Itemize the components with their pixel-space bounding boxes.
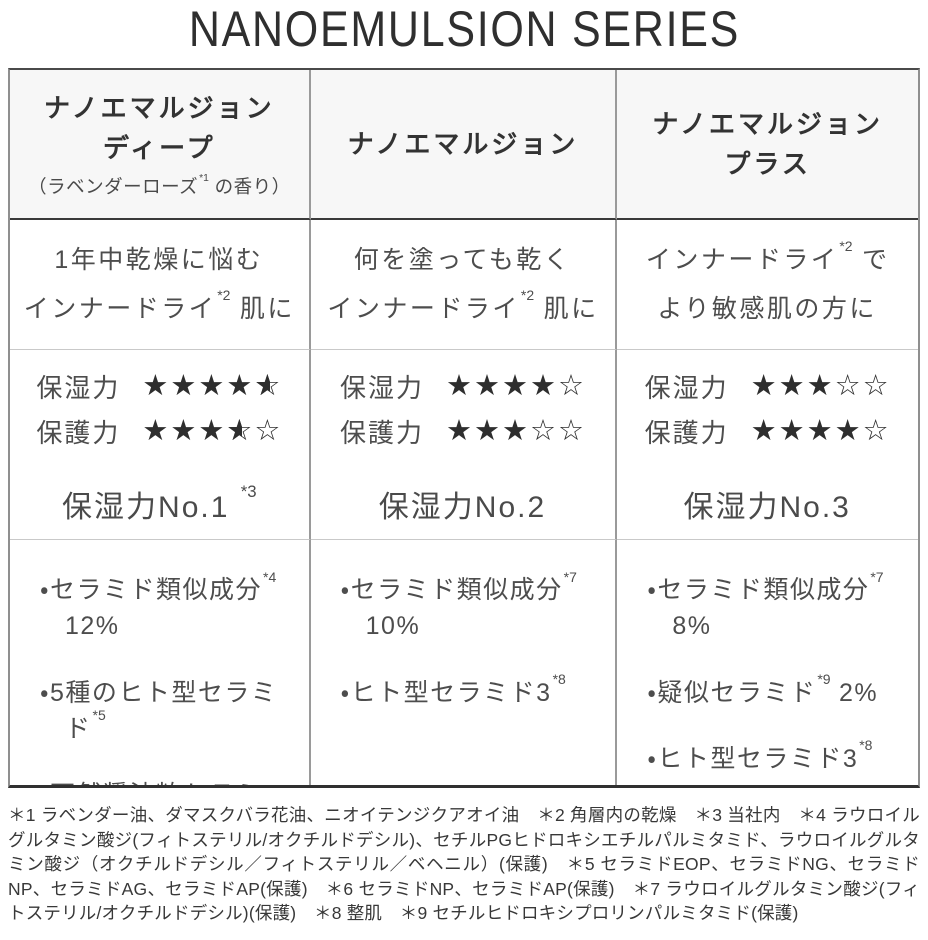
ingredients-cell-deep: ・セラミド類似成分*4 12% ・5種のヒト型セラミド*5 ・天然醤油粕セラミド… xyxy=(10,540,311,785)
ingredient-item: ・ヒト型セラミド3*8 xyxy=(340,671,566,707)
star-rating: ★★★★☆ xyxy=(750,414,891,447)
page-title: NANOEMULSION SERIES xyxy=(188,1,740,57)
description-cell-standard: 何を塗っても乾く インナードライ*2 肌に xyxy=(310,220,618,350)
protection-label: 保護力 xyxy=(644,417,729,448)
product-name: ナノエマルジョン ディープ xyxy=(44,88,275,169)
protection-label: 保護力 xyxy=(36,417,121,448)
moisture-label: 保湿力 xyxy=(36,372,121,403)
ingredient-item: ・セラミド類似成分*7 8% xyxy=(647,568,884,641)
footnote-ref: *1 xyxy=(199,173,209,185)
footnotes: ＊1 ラベンダー油、ダマスクバラ花油、ニオイテンジクアオイ油 ＊2 角層内の乾燥… xyxy=(8,805,920,923)
star-rating: ★★★☆★☆ xyxy=(142,414,283,447)
footnote-ref: *3 xyxy=(240,482,257,502)
footnote-ref: *4 xyxy=(263,568,277,585)
star-rating: ★★★☆☆ xyxy=(446,414,586,447)
star-rating: ★★★☆☆ xyxy=(750,369,891,402)
description-line: インナードライ*2 で xyxy=(645,238,890,274)
description-line: 何を塗っても乾く xyxy=(353,245,572,274)
footnote-ref: *5 xyxy=(92,707,106,724)
footnote-ref: *2 xyxy=(217,287,231,304)
description-line: より敏感肌の方に xyxy=(657,294,877,323)
description-line: 1年中乾燥に悩む xyxy=(54,245,264,274)
footnote-ref: *2 xyxy=(839,238,853,255)
footnote-ref: *9 xyxy=(817,671,831,688)
ingredients-cell-standard: ・セラミド類似成分*7 10% ・ヒト型セラミド3*8 xyxy=(311,540,618,785)
rank-line: 保湿力No.2 xyxy=(378,490,547,524)
footnote-ref: *7 xyxy=(870,568,884,585)
moisture-rating-row: 保湿力 ★★★☆☆ xyxy=(645,368,891,405)
column-header-deep: ナノエマルジョン ディープ （ラベンダーローズ*1 の香り） xyxy=(10,70,311,220)
rating-cell-deep: 保湿力 ★★★★☆★ 保護力 ★★★☆★☆ 保湿力No.1 *3 xyxy=(10,350,311,540)
product-name: ナノエマルジョン プラス xyxy=(652,104,883,185)
protection-rating-row: 保護力 ★★★☆★☆ xyxy=(36,413,282,450)
moisture-label: 保湿力 xyxy=(339,372,424,403)
comparison-table: ナノエマルジョン ディープ （ラベンダーローズ*1 の香り） ナノエマルジョン … xyxy=(8,68,920,788)
column-header-standard: ナノエマルジョン xyxy=(310,70,618,220)
moisture-label: 保湿力 xyxy=(644,372,729,403)
ingredients-cell-plus: ・セラミド類似成分*7 8% ・疑似セラミド*9 2% ・ヒト型セラミド3*8 xyxy=(617,540,918,785)
protection-rating-row: 保護力 ★★★★☆ xyxy=(645,413,891,450)
moisture-rating-row: 保湿力 ★★★★☆★ xyxy=(36,368,282,405)
footnote-ref: *7 xyxy=(563,568,577,585)
rating-cell-standard: 保湿力 ★★★★☆ 保護力 ★★★☆☆ 保湿力No.2 xyxy=(310,350,618,540)
scent-note: （ラベンダーローズ*1 の香り） xyxy=(28,173,291,198)
moisture-rating-row: 保湿力 ★★★★☆ xyxy=(340,368,586,405)
title-area: NANOEMULSION SERIES xyxy=(8,2,920,68)
description-line: インナードライ*2 肌に xyxy=(23,287,295,323)
product-name-line1: ナノエマルジョン xyxy=(652,108,884,139)
product-name-line1: ナノエマルジョン xyxy=(347,128,579,159)
star-rating: ★★★★☆ xyxy=(446,369,586,402)
ingredient-item: ・疑似セラミド*9 2% xyxy=(647,671,879,707)
rating-cell-plus: 保湿力 ★★★☆☆ 保護力 ★★★★☆ 保湿力No.3 xyxy=(617,350,918,540)
product-name: ナノエマルジョン xyxy=(348,124,579,164)
ingredient-item: ・ヒト型セラミド3*8 xyxy=(647,737,873,773)
footnote-ref: *2 xyxy=(520,287,535,304)
footnote-ref: *8 xyxy=(859,737,873,754)
rank-line: 保湿力No.1 *3 xyxy=(62,482,257,524)
description-line: インナードライ*2 肌に xyxy=(327,287,599,323)
product-name-line2: プラス xyxy=(724,149,811,179)
column-header-plus: ナノエマルジョン プラス xyxy=(617,70,918,220)
footnote-ref: *8 xyxy=(552,671,566,688)
protection-label: 保護力 xyxy=(339,417,424,448)
ingredient-item: ・天然醤油粕セラミド*6 xyxy=(40,777,285,785)
ingredient-item: ・5種のヒト型セラミド*5 xyxy=(40,678,278,743)
product-name-line2: ディープ xyxy=(103,133,216,164)
rank-line: 保湿力No.3 xyxy=(683,490,851,524)
ingredient-item: ・セラミド類似成分*7 10% xyxy=(340,568,577,641)
protection-rating-row: 保護力 ★★★☆☆ xyxy=(340,413,586,450)
star-rating: ★★★★☆★ xyxy=(142,369,283,402)
product-name-line1: ナノエマルジョン xyxy=(43,92,275,123)
description-cell-deep: 1年中乾燥に悩む インナードライ*2 肌に xyxy=(10,220,311,350)
description-cell-plus: インナードライ*2 で より敏感肌の方に xyxy=(617,220,918,350)
ingredient-item: ・セラミド類似成分*4 12% xyxy=(40,568,277,641)
